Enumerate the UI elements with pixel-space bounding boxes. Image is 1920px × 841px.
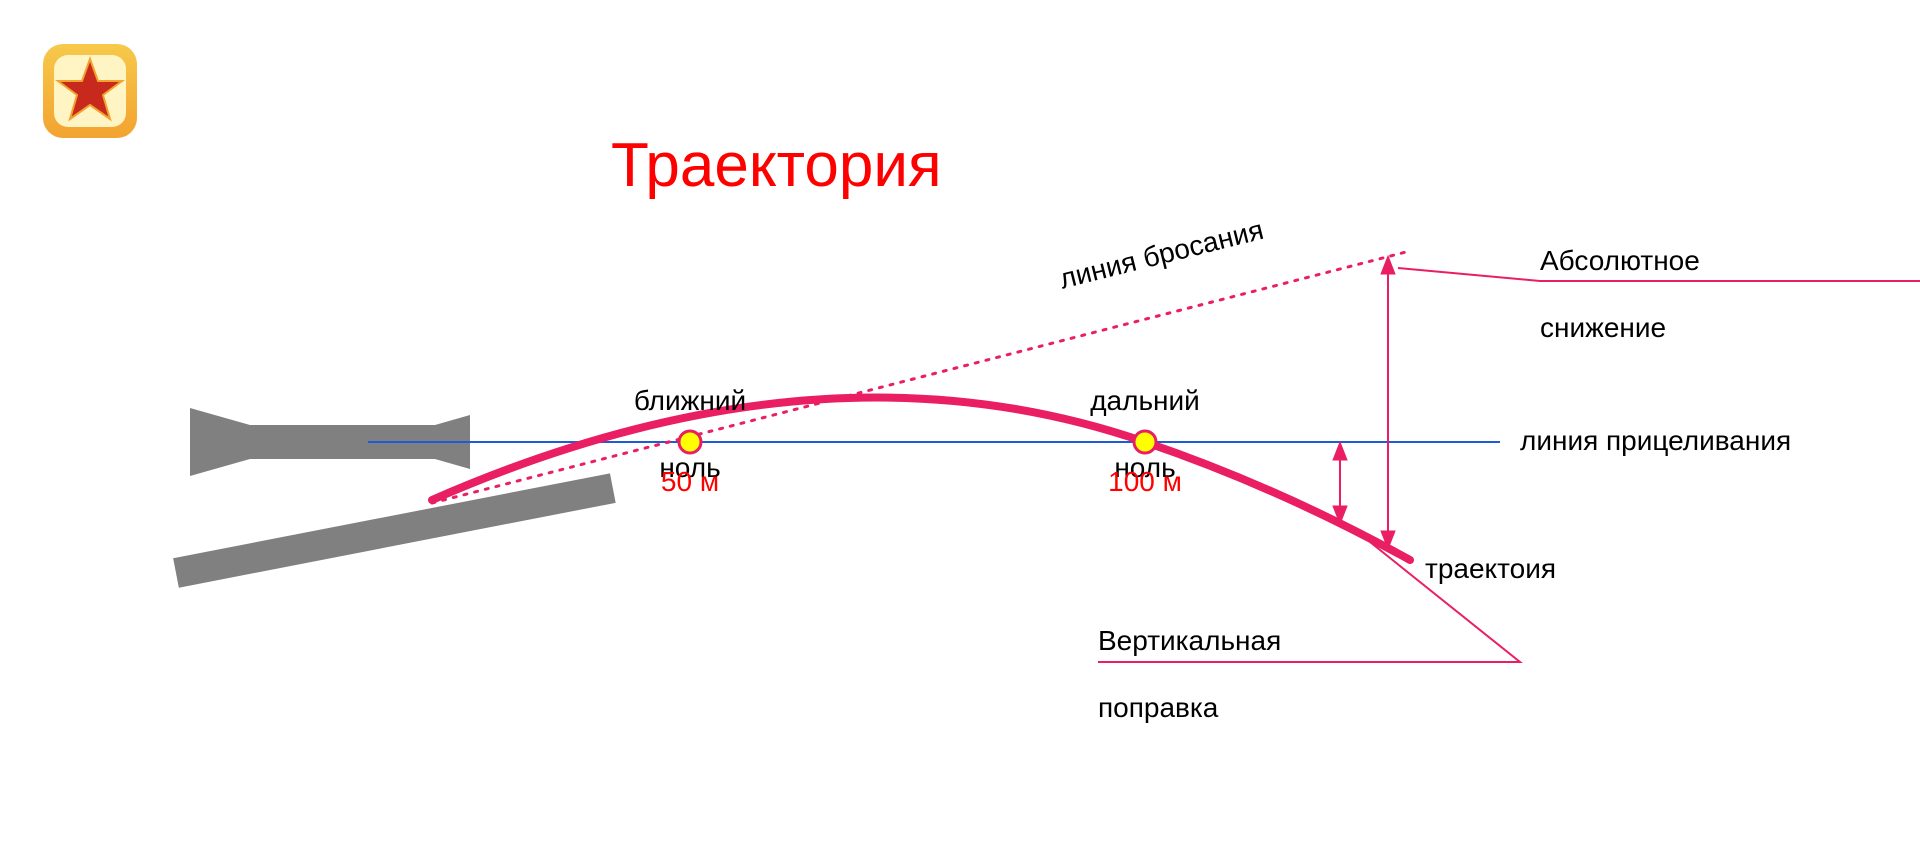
trajectory-curve [432, 398, 1410, 560]
throw-line [432, 251, 1410, 503]
aim-line-label: линия прицеливания [1520, 424, 1791, 458]
barrel-shape [173, 473, 616, 587]
far-zero-distance: 100 м [1045, 465, 1245, 499]
absolute-drop-label: Абсолютное снижение [1540, 210, 1700, 344]
diagram-canvas: Траектория [0, 0, 1920, 841]
near-zero-distance: 50 м [590, 465, 790, 499]
vertical-correction-arrow [1333, 442, 1347, 524]
trajectory-diagram [0, 0, 1920, 841]
trajectory-label: траектоия [1425, 552, 1556, 586]
absolute-drop-arrow [1381, 256, 1395, 549]
vertical-correction-label: Вертикальная поправка [1098, 590, 1281, 724]
